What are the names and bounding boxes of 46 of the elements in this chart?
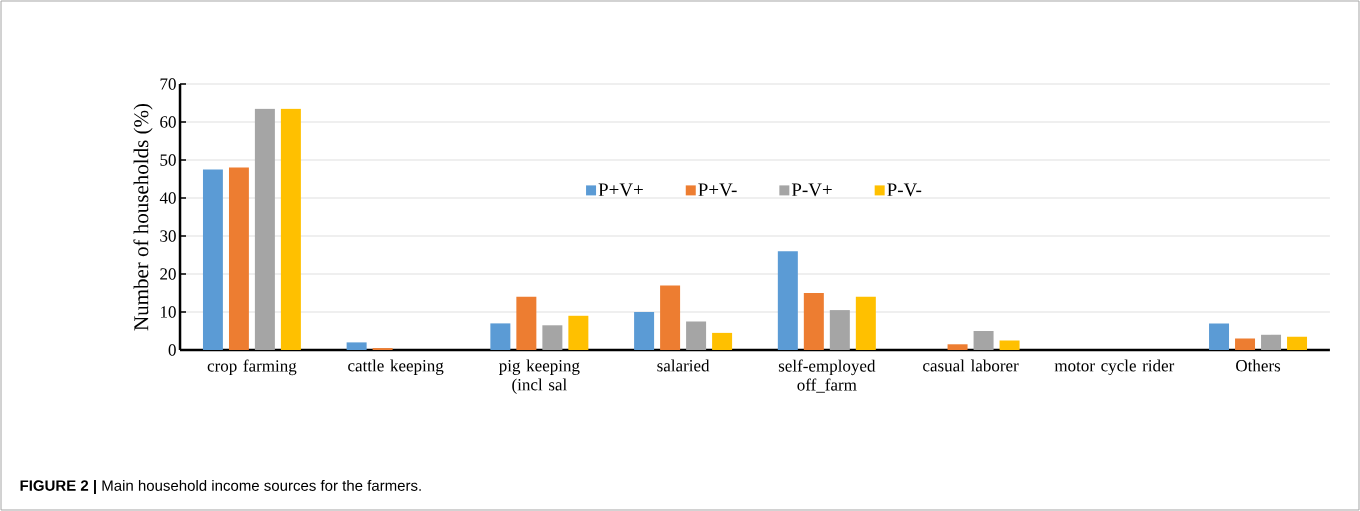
bar — [280, 108, 301, 350]
x-tick-label: salaried — [657, 359, 710, 372]
bar — [568, 315, 589, 350]
text: FIGURE 2 | Main household income sources for the farmers. — [20, 479, 421, 495]
legend-label: P-V+ — [791, 183, 832, 197]
legend-label: P+V- — [698, 183, 737, 197]
bar — [202, 169, 223, 350]
y-tick-label: 60 — [160, 116, 176, 128]
bar — [947, 344, 968, 350]
bar — [686, 321, 707, 350]
bar — [228, 167, 249, 350]
y-tick-label: 50 — [160, 154, 176, 166]
bar — [516, 296, 537, 350]
x-tick-label: crop farming — [207, 359, 297, 376]
bar — [999, 340, 1020, 350]
y-tick-label: 10 — [160, 306, 176, 318]
bar — [855, 296, 876, 350]
legend-label: P+V+ — [598, 183, 643, 197]
bar — [542, 325, 563, 350]
y-tick-label: 20 — [160, 268, 176, 280]
y-tick-label: 0 — [168, 344, 176, 356]
bar — [829, 310, 850, 350]
bar — [712, 332, 733, 350]
bar — [1287, 336, 1308, 350]
x-tick-label: Others — [1236, 359, 1281, 372]
bar — [803, 292, 824, 350]
bar — [634, 311, 655, 350]
x-tick-label: casual laborer — [923, 359, 1019, 372]
bar — [777, 251, 798, 350]
y-tick-label: 30 — [160, 230, 176, 242]
y-axis-title: Number of households (%) — [133, 103, 153, 331]
bar — [1209, 323, 1230, 350]
y-tick-label: 40 — [159, 192, 176, 204]
bar — [1261, 334, 1282, 350]
x-tick-label: self-employed off_farm — [778, 359, 876, 393]
x-tick-label: cattle keeping — [348, 359, 444, 375]
bar — [490, 323, 511, 350]
legend-label: P-V- — [887, 183, 922, 197]
bar — [254, 108, 275, 350]
x-tick-label: pig keeping (incl sal — [499, 359, 580, 394]
y-tick-label: 70 — [160, 78, 176, 90]
bar — [973, 330, 994, 350]
x-tick-label: motor cycle rider — [1054, 359, 1175, 375]
bar — [346, 342, 367, 350]
bar — [660, 285, 681, 350]
bar — [1235, 338, 1256, 350]
